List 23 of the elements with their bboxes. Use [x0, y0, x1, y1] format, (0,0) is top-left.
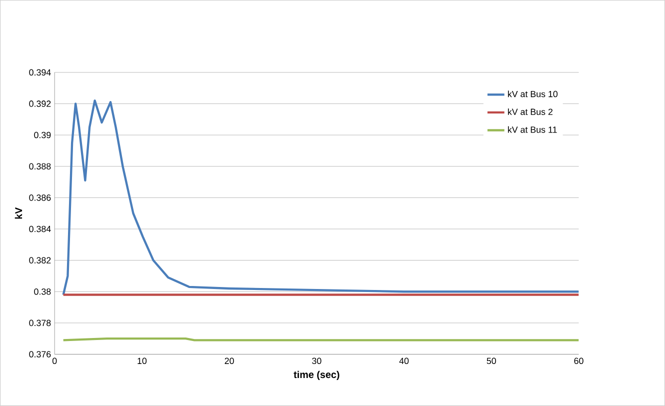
x-tick-label: 10 — [138, 358, 147, 364]
x-tick-label: 20 — [224, 358, 234, 364]
y-tick-label: 0.382 — [29, 257, 51, 264]
x-tick-label: 50 — [486, 358, 496, 364]
legend-label: kV at Bus 2 — [508, 108, 552, 116]
y-axis-title: kV — [14, 207, 22, 219]
y-tick-label: 0.378 — [29, 320, 51, 326]
x-tick-label: 0 — [52, 358, 57, 364]
y-tick-label: 0.38 — [34, 288, 51, 295]
y-tick-label: 0.394 — [29, 69, 51, 76]
legend-label: kV at Bus 10 — [508, 90, 558, 98]
y-tick-label: 0.386 — [29, 194, 51, 201]
y-tick-label: 0.392 — [29, 100, 51, 107]
x-tick-label: 40 — [399, 358, 409, 364]
y-tick-label: 0.384 — [29, 226, 51, 232]
y-tick-label: 0.39 — [34, 132, 51, 138]
y-tick-label: 0.376 — [29, 351, 51, 358]
x-tick-label: 30 — [312, 358, 322, 364]
y-tick-label: 0.388 — [29, 163, 51, 170]
x-tick-label: 60 — [574, 358, 584, 364]
line-series — [62, 100, 579, 296]
legend-label: kV at Bus 11 — [508, 126, 557, 133]
x-axis-title: time (sec) — [294, 370, 340, 380]
